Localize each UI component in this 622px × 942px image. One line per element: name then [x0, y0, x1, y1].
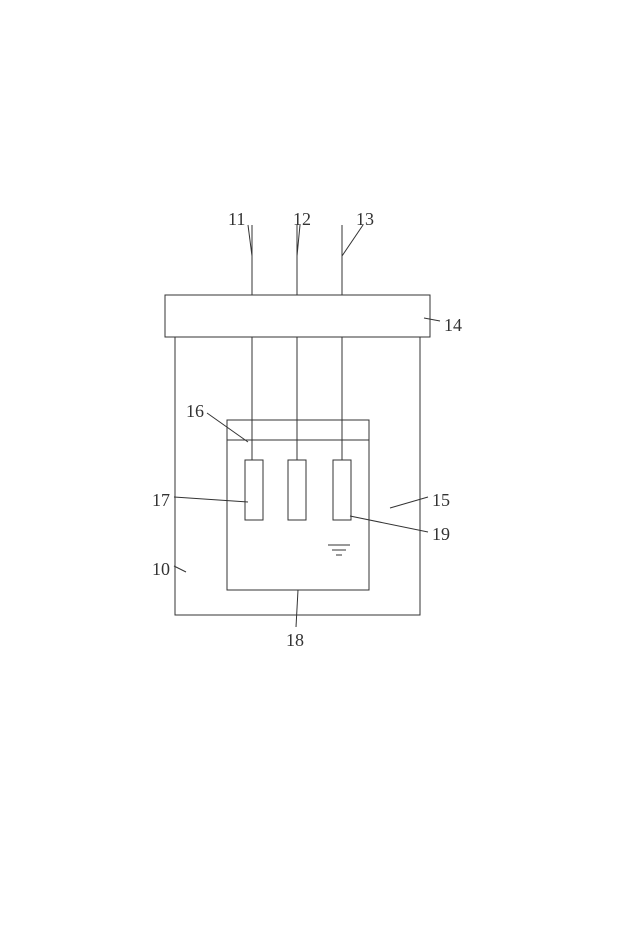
label-19: 19: [432, 525, 450, 543]
label-14: 14: [444, 316, 462, 334]
schematic-diagram: 11 12 13 14 15 16 17 18 19 10: [0, 0, 622, 937]
label-10: 10: [152, 560, 170, 578]
label-12: 12: [293, 210, 311, 228]
diagram-svg: [0, 0, 622, 937]
label-15: 15: [432, 491, 450, 509]
label-11: 11: [228, 210, 245, 228]
label-13: 13: [356, 210, 374, 228]
label-18: 18: [286, 631, 304, 649]
label-17: 17: [152, 491, 170, 509]
label-16: 16: [186, 402, 204, 420]
